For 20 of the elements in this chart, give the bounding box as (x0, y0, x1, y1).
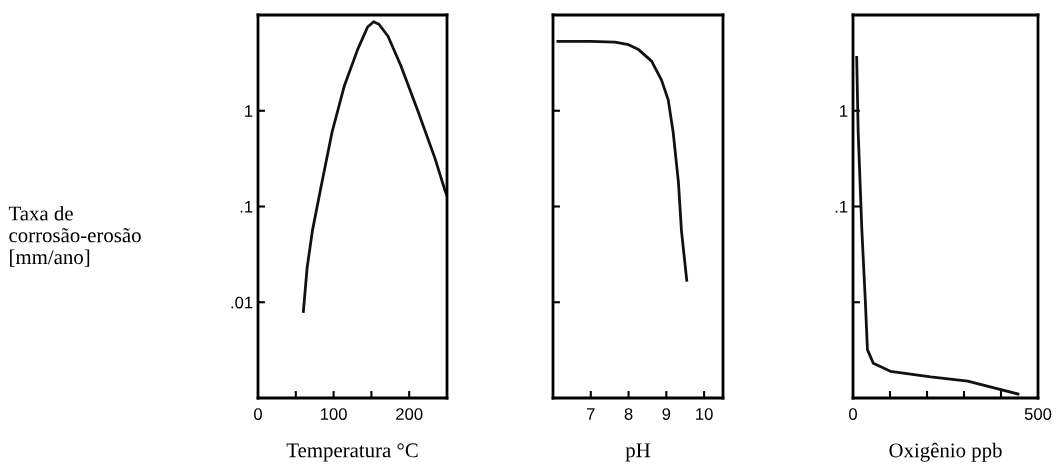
x-tick-label: 0 (849, 408, 857, 420)
x-tick-label: 8 (624, 408, 633, 420)
x-tick-label: 10 (696, 408, 713, 420)
y-tick-label: 1 (245, 105, 253, 117)
y-tick-label: 1 (840, 105, 848, 117)
x-axis-title: pH (625, 443, 651, 462)
y-tick-label: .01 (231, 296, 253, 309)
x-axis-title: Temperatura °C (286, 443, 418, 462)
y-tick-label: .1 (835, 201, 848, 213)
y-tick-label: .1 (240, 201, 253, 213)
x-tick-label: 9 (662, 408, 671, 420)
line-series (301, 20, 447, 313)
x-tick-label: 200 (396, 408, 423, 420)
line-series (855, 56, 1020, 396)
x-tick-label: 500 (1024, 408, 1052, 420)
x-tick-label: 0 (254, 408, 262, 420)
y-axis-title: Taxa de corrosão-erosão [mm/ano] (8, 205, 141, 267)
x-tick-label: 7 (587, 408, 595, 420)
x-tick-label: 100 (320, 408, 347, 420)
x-axis-title: Oxigênio ppb (889, 442, 1002, 462)
